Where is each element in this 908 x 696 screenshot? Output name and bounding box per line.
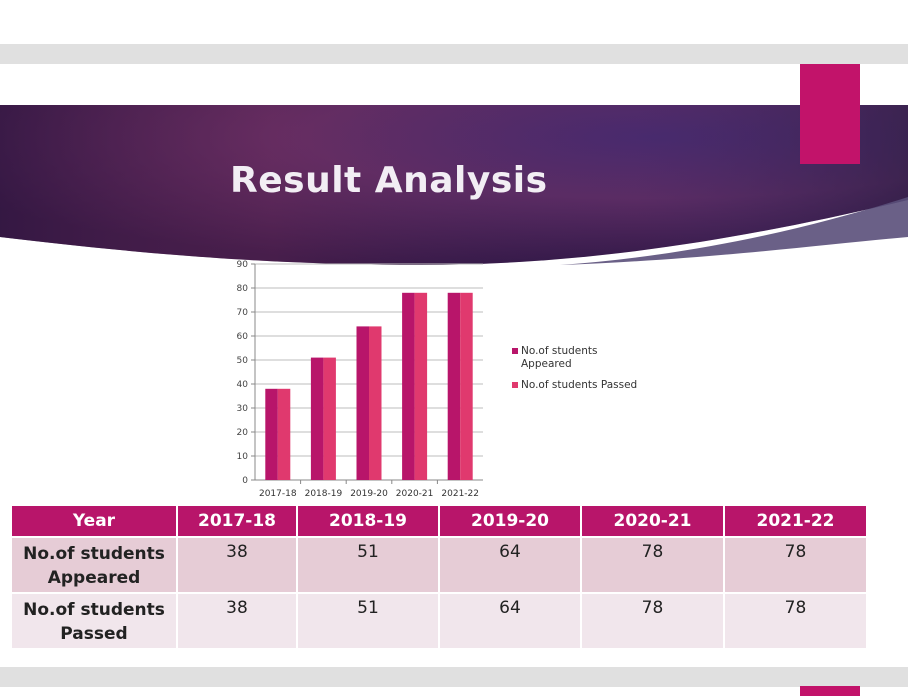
bar-passed (369, 326, 382, 480)
chart-legend: No.of students Appeared No.of students P… (512, 345, 651, 400)
y-tick-label: 80 (237, 284, 249, 294)
header-2018-19: 2018-19 (297, 506, 440, 537)
bar-chart: 0 10 20 30 40 50 60 70 80 90 2017-18 2018-19 2019-20… (237, 260, 483, 499)
table-row-passed: No.of students Passed 38 51 64 78 78 (12, 592, 868, 648)
accent-block-bottom (800, 686, 860, 696)
bar-appeared (310, 357, 324, 480)
cell-value: 78 (724, 536, 868, 593)
header-year: Year (12, 506, 178, 537)
legend-item-appeared: No.of students Appeared (512, 345, 651, 371)
row-label-passed: No.of students Passed (12, 592, 178, 648)
bar-passed (277, 388, 291, 480)
results-table: Year 2017-18 2018-19 2019-20 2020-21 202… (12, 506, 868, 648)
bar-passed (460, 292, 473, 480)
bar-appeared (447, 292, 461, 480)
cell-value: 78 (724, 592, 868, 648)
cell-value: 51 (297, 536, 440, 593)
cell-value: 64 (439, 536, 582, 593)
cell-value: 38 (177, 536, 298, 593)
table-row-appeared: No.of students Appeared 38 51 64 78 78 (12, 536, 868, 593)
x-tick-label: 2017-18 (259, 489, 297, 499)
y-tick-label: 60 (237, 332, 249, 342)
bar-appeared (356, 326, 369, 480)
bar-appeared (265, 388, 278, 480)
y-tick-label: 0 (242, 476, 248, 486)
title-banner (0, 105, 908, 265)
table-header-row: Year 2017-18 2018-19 2019-20 2020-21 202… (12, 506, 868, 537)
slide-title: Result Analysis (230, 160, 548, 201)
y-tick-label: 90 (237, 260, 249, 270)
legend-item-passed: No.of students Passed (512, 379, 651, 392)
cell-value: 64 (439, 592, 582, 648)
y-tick-label: 50 (237, 356, 249, 366)
y-tick-label: 40 (237, 380, 249, 390)
top-gray-band (0, 44, 908, 64)
cell-value: 78 (581, 592, 725, 648)
row-label-appeared: No.of students Appeared (12, 536, 178, 593)
header-2021-22: 2021-22 (724, 506, 868, 537)
x-tick-label: 2020-21 (396, 489, 434, 499)
bar-appeared (402, 292, 415, 480)
y-tick-label: 10 (237, 452, 249, 462)
cell-value: 78 (581, 536, 725, 593)
header-2017-18: 2017-18 (177, 506, 298, 537)
legend-label-appeared: No.of students Appeared (521, 345, 598, 370)
accent-block (800, 64, 860, 164)
header-2019-20: 2019-20 (439, 506, 582, 537)
x-tick-label: 2019-20 (350, 489, 388, 499)
y-tick-label: 30 (237, 404, 249, 414)
bottom-gray-band (0, 667, 908, 687)
y-tick-label: 20 (237, 428, 249, 438)
y-tick-label: 70 (237, 308, 249, 318)
cell-value: 38 (177, 592, 298, 648)
x-tick-label: 2021-22 (441, 489, 479, 499)
legend-swatch-appeared (512, 348, 518, 354)
x-tick-label: 2018-19 (305, 489, 343, 499)
bar-passed (414, 292, 428, 480)
legend-label-passed: No.of students Passed (521, 379, 638, 391)
header-2020-21: 2020-21 (581, 506, 725, 537)
legend-swatch-passed (512, 382, 518, 388)
bar-passed (323, 357, 336, 480)
cell-value: 51 (297, 592, 440, 648)
